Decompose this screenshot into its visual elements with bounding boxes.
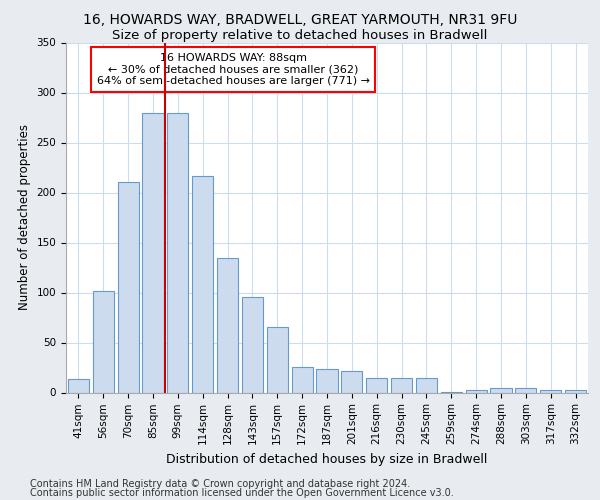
Bar	[242, 296, 263, 392]
Bar	[565, 390, 586, 392]
Bar	[466, 390, 487, 392]
Text: 16, HOWARDS WAY, BRADWELL, GREAT YARMOUTH, NR31 9FU: 16, HOWARDS WAY, BRADWELL, GREAT YARMOUT…	[83, 12, 517, 26]
Text: Size of property relative to detached houses in Bradwell: Size of property relative to detached ho…	[112, 29, 488, 42]
Bar	[217, 258, 238, 392]
Bar	[540, 390, 561, 392]
Bar	[142, 112, 164, 392]
Bar	[515, 388, 536, 392]
Bar	[167, 112, 188, 392]
Bar	[391, 378, 412, 392]
Bar	[292, 366, 313, 392]
Bar	[416, 378, 437, 392]
Text: 16 HOWARDS WAY: 88sqm
← 30% of detached houses are smaller (362)
64% of semi-det: 16 HOWARDS WAY: 88sqm ← 30% of detached …	[97, 53, 370, 86]
Bar	[93, 290, 114, 392]
Bar	[341, 370, 362, 392]
Bar	[366, 378, 387, 392]
Y-axis label: Number of detached properties: Number of detached properties	[18, 124, 31, 310]
Bar	[316, 368, 338, 392]
Bar	[118, 182, 139, 392]
Bar	[267, 326, 288, 392]
Bar	[68, 378, 89, 392]
Bar	[490, 388, 512, 392]
Text: Contains public sector information licensed under the Open Government Licence v3: Contains public sector information licen…	[30, 488, 454, 498]
Text: Contains HM Land Registry data © Crown copyright and database right 2024.: Contains HM Land Registry data © Crown c…	[30, 479, 410, 489]
X-axis label: Distribution of detached houses by size in Bradwell: Distribution of detached houses by size …	[166, 452, 488, 466]
Bar	[192, 176, 213, 392]
